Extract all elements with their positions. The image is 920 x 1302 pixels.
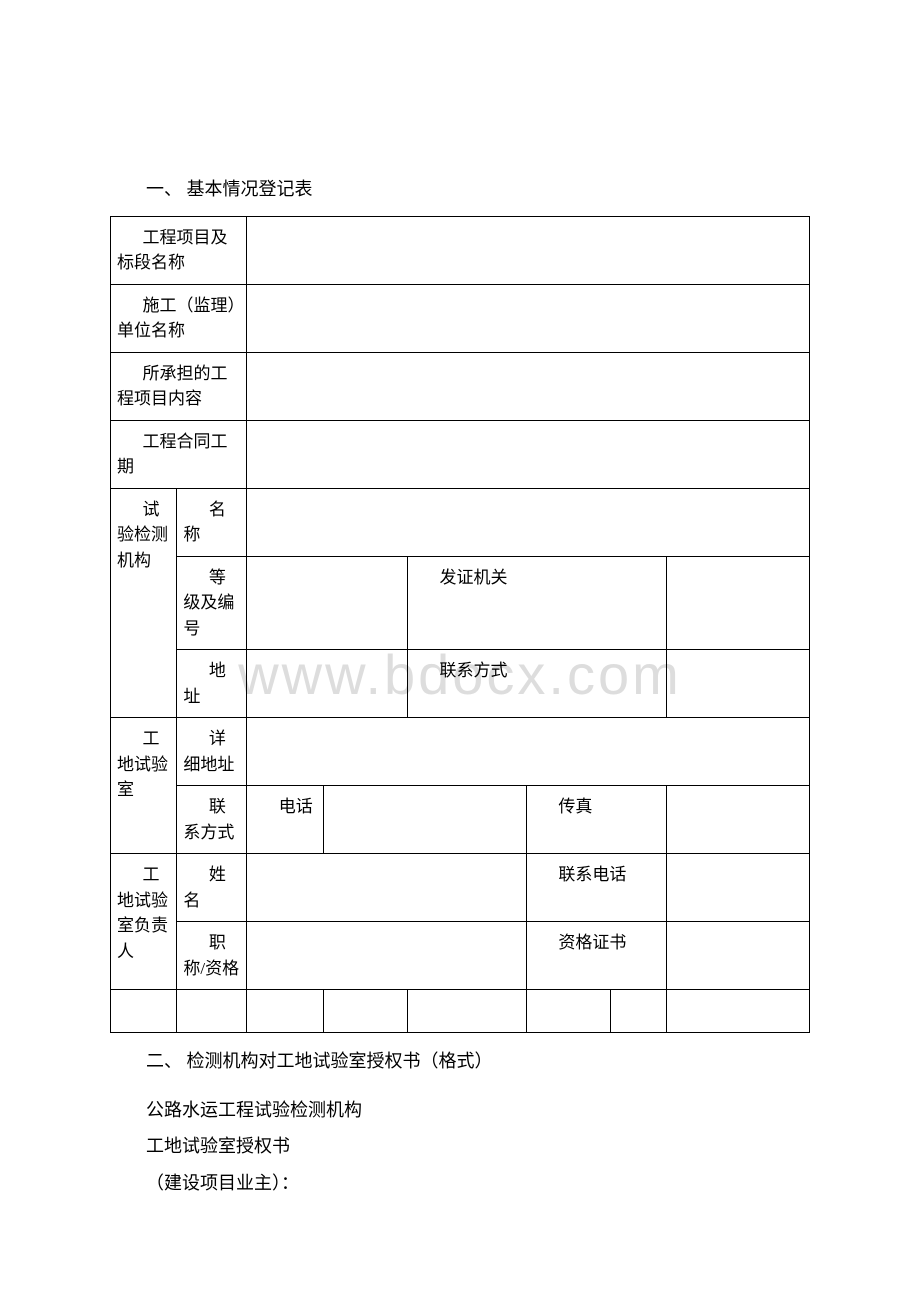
label-test-org-group: 试验检测机构 [111, 488, 177, 718]
label-test-org-name: 名称 [177, 488, 247, 556]
value-test-org-issuer [666, 556, 809, 650]
label-test-org-issuer: 发证机关 [408, 556, 667, 650]
section-2-line-2: 工地试验室授权书 [110, 1132, 810, 1161]
label-lab-head-phone: 联系电话 [526, 854, 666, 922]
registration-table: 工程项目及标段名称 施工（监理）单位名称 所承担的工程项目内容 工程合同工期 试… [110, 216, 810, 1033]
label-test-org-address: 地址 [177, 650, 247, 718]
table-row: 工地试验室 详细地址 [111, 718, 810, 786]
label-project-name: 工程项目及标段名称 [111, 216, 247, 284]
value-lab-head-phone [666, 854, 809, 922]
empty-cell [408, 990, 527, 1033]
value-site-lab-addr [247, 718, 810, 786]
label-project-content: 所承担的工程项目内容 [111, 352, 247, 420]
label-site-lab-fax: 传真 [526, 786, 666, 854]
label-construction-unit: 施工（监理）单位名称 [111, 284, 247, 352]
empty-cell [526, 990, 610, 1033]
section-2-line-1: 公路水运工程试验检测机构 [110, 1096, 810, 1125]
empty-cell [111, 990, 177, 1033]
table-row: 工程合同工期 [111, 420, 810, 488]
table-row: 施工（监理）单位名称 [111, 284, 810, 352]
label-lab-head-name: 姓名 [177, 854, 247, 922]
empty-cell [177, 990, 247, 1033]
value-site-lab-phone [324, 786, 527, 854]
value-test-org-contact [666, 650, 809, 718]
section-2-line-3: （建设项目业主）： [110, 1169, 810, 1198]
empty-cell [666, 990, 809, 1033]
value-site-lab-fax [666, 786, 809, 854]
label-lab-head-title: 职称/资格 [177, 922, 247, 990]
label-site-lab-group: 工地试验室 [111, 718, 177, 854]
value-lab-head-name [247, 854, 527, 922]
value-construction-unit [247, 284, 810, 352]
table-row: 地址 联系方式 [111, 650, 810, 718]
table-row: 所承担的工程项目内容 [111, 352, 810, 420]
table-row: 试验检测机构 名称 [111, 488, 810, 556]
label-test-org-grade: 等级及编号 [177, 556, 247, 650]
section-1-heading: 一、 基本情况登记表 [110, 175, 810, 204]
label-site-lab-phone: 电话 [247, 786, 324, 854]
table-row: 职称/资格 资格证书 [111, 922, 810, 990]
label-site-lab-addr: 详细地址 [177, 718, 247, 786]
label-site-lab-contact: 联系方式 [177, 786, 247, 854]
value-test-org-address [247, 650, 408, 718]
label-contract-period: 工程合同工期 [111, 420, 247, 488]
value-project-content [247, 352, 810, 420]
label-lab-head-cert: 资格证书 [526, 922, 666, 990]
value-contract-period [247, 420, 810, 488]
empty-cell [324, 990, 408, 1033]
section-2-heading: 二、 检测机构对工地试验室授权书（格式） [110, 1047, 810, 1076]
value-test-org-name [247, 488, 810, 556]
table-row [111, 990, 810, 1033]
value-project-name [247, 216, 810, 284]
empty-cell [247, 990, 324, 1033]
value-test-org-grade [247, 556, 408, 650]
label-lab-head-group: 工地试验室负责人 [111, 854, 177, 990]
table-row: 联系方式 电话 传真 [111, 786, 810, 854]
table-row: 工程项目及标段名称 [111, 216, 810, 284]
value-lab-head-title [247, 922, 527, 990]
table-row: 工地试验室负责人 姓名 联系电话 [111, 854, 810, 922]
empty-cell [610, 990, 666, 1033]
value-lab-head-cert [666, 922, 809, 990]
label-test-org-contact: 联系方式 [408, 650, 667, 718]
table-row: 等级及编号 发证机关 [111, 556, 810, 650]
